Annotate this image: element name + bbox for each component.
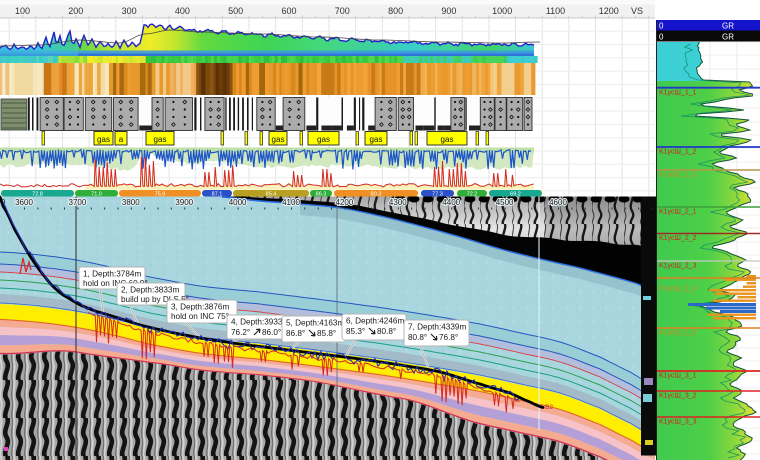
svg-text:gas: gas xyxy=(272,135,285,144)
svg-text:85.4: 85.4 xyxy=(266,191,277,197)
svg-text:4600: 4600 xyxy=(549,198,567,207)
svg-text:4000: 4000 xyxy=(229,198,247,207)
svg-text:4100: 4100 xyxy=(282,198,300,207)
svg-text:K1ycШ_3_1: K1ycШ_3_1 xyxy=(659,373,697,380)
svg-text:build up by DLS 5°: build up by DLS 5° xyxy=(121,295,189,304)
svg-text:3, Depth:3876m: 3, Depth:3876m xyxy=(171,303,229,312)
svg-text:5, Depth:4163m: 5, Depth:4163m xyxy=(286,319,344,328)
svg-text:500: 500 xyxy=(228,6,243,16)
svg-text:3700: 3700 xyxy=(69,198,87,207)
svg-text:K1ycШ_2_5: K1ycШ_2_5 xyxy=(659,330,697,337)
svg-text:a: a xyxy=(119,135,124,144)
svg-text:gas: gas xyxy=(441,135,454,144)
svg-text:K1ycШ_3_2: K1ycШ_3_2 xyxy=(659,393,697,400)
svg-text:86.8°: 86.8° xyxy=(286,329,305,338)
svg-text:4400: 4400 xyxy=(442,198,460,207)
svg-text:4200: 4200 xyxy=(336,198,354,207)
svg-text:VS: VS xyxy=(631,6,643,16)
svg-text:6, Depth:4246m: 6, Depth:4246m xyxy=(346,317,404,326)
svg-text:K1ycШ_1_1: K1ycШ_1_1 xyxy=(659,90,697,97)
svg-text:800: 800 xyxy=(388,6,403,16)
svg-text:gas: gas xyxy=(97,135,110,144)
svg-text:86.3: 86.3 xyxy=(316,191,327,197)
svg-text:75.9: 75.9 xyxy=(155,191,166,197)
svg-text:1100: 1100 xyxy=(546,6,565,16)
svg-text:gas: gas xyxy=(317,135,330,144)
svg-text:72.8: 72.8 xyxy=(32,191,43,197)
svg-text:80.3: 80.3 xyxy=(371,191,382,197)
svg-text:85.3°: 85.3° xyxy=(346,327,365,336)
svg-text:K1ycШ_3_3: K1ycШ_3_3 xyxy=(659,419,697,426)
svg-text:900: 900 xyxy=(441,6,456,16)
svg-text:B2: B2 xyxy=(545,404,553,411)
svg-text:700: 700 xyxy=(335,6,350,16)
svg-text:GR: GR xyxy=(722,33,734,42)
svg-text:76.8°: 76.8° xyxy=(439,333,458,342)
svg-text:gas: gas xyxy=(154,135,167,144)
svg-text:K1ycШ_1_2: K1ycШ_1_2 xyxy=(659,149,697,156)
svg-text:3800: 3800 xyxy=(122,198,140,207)
svg-text:71.0: 71.0 xyxy=(91,191,102,197)
svg-text:86.0°: 86.0° xyxy=(262,328,281,337)
svg-text:4300: 4300 xyxy=(389,198,407,207)
svg-text:80.8°: 80.8° xyxy=(377,327,396,336)
svg-text:400: 400 xyxy=(175,6,190,16)
svg-text:7, Depth:4339m: 7, Depth:4339m xyxy=(408,323,466,332)
svg-text:80.8°: 80.8° xyxy=(408,333,427,342)
svg-text:300: 300 xyxy=(122,6,137,16)
svg-text:gas: gas xyxy=(370,135,383,144)
svg-text:85.8°: 85.8° xyxy=(317,329,336,338)
svg-text:K1ycШ_2_3: K1ycШ_2_3 xyxy=(659,263,697,270)
svg-text:72.2: 72.2 xyxy=(467,191,478,197)
svg-text:77.3: 77.3 xyxy=(432,191,443,197)
svg-text:600: 600 xyxy=(281,6,296,16)
svg-text:200: 200 xyxy=(68,6,83,16)
svg-text:K1ycШ_1_3: K1ycШ_1_3 xyxy=(659,172,697,179)
svg-text:3600: 3600 xyxy=(15,198,33,207)
svg-text:2, Depth:3833m: 2, Depth:3833m xyxy=(121,286,179,295)
svg-text:1200: 1200 xyxy=(599,6,619,16)
svg-text:0: 0 xyxy=(659,33,664,42)
svg-text:hold on INC 60.9°: hold on INC 60.9° xyxy=(83,279,148,288)
svg-text:4500: 4500 xyxy=(496,198,514,207)
svg-text:3900: 3900 xyxy=(175,198,193,207)
svg-text:69.2: 69.2 xyxy=(510,191,521,197)
svg-text:4, Depth:3933m: 4, Depth:3933m xyxy=(231,318,289,327)
svg-text:K1ycШ_2_2: K1ycШ_2_2 xyxy=(659,235,697,242)
svg-text:GR: GR xyxy=(722,22,734,31)
svg-text:K1ycШ_2_1: K1ycШ_2_1 xyxy=(659,209,697,216)
svg-text:87.1: 87.1 xyxy=(212,191,223,197)
svg-text:1000: 1000 xyxy=(492,6,512,16)
svg-text:100: 100 xyxy=(15,6,30,16)
svg-text:0: 0 xyxy=(659,22,664,31)
svg-text:hold on INC 75°: hold on INC 75° xyxy=(171,312,229,321)
svg-text:K1ycШ_2_4: K1ycШ_2_4 xyxy=(659,286,697,293)
svg-text:1, Depth:3784m: 1, Depth:3784m xyxy=(83,270,141,279)
svg-text:76.2°: 76.2° xyxy=(231,328,250,337)
